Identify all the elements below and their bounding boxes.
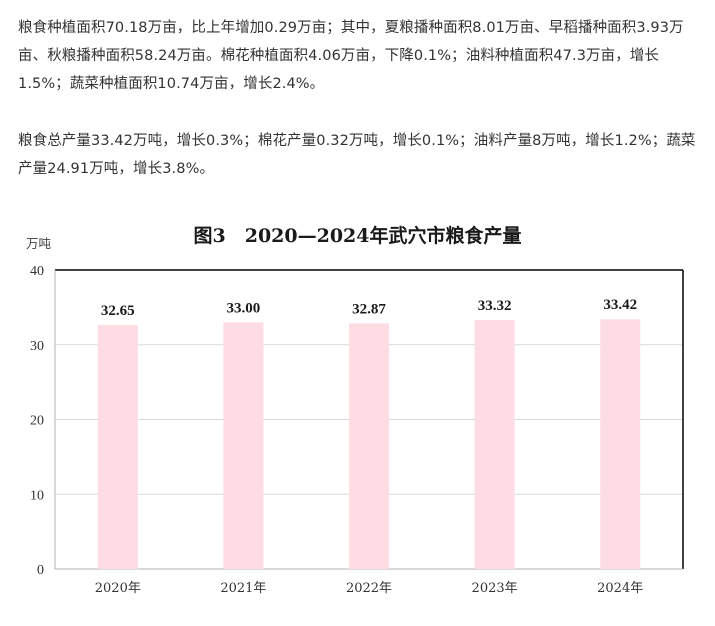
x-tick-label: 2023年 xyxy=(472,581,518,596)
x-tick-label: 2022年 xyxy=(346,581,392,596)
bar xyxy=(600,319,641,569)
bar xyxy=(223,322,264,569)
bar xyxy=(97,324,138,569)
data-label: 32.65 xyxy=(101,303,135,319)
data-label: 33.32 xyxy=(478,298,512,314)
data-label: 33.00 xyxy=(227,300,261,316)
data-label: 32.87 xyxy=(352,301,386,317)
x-tick-label: 2021年 xyxy=(220,581,266,596)
x-tick-label: 2024年 xyxy=(597,581,643,596)
x-tick-label: 2020年 xyxy=(95,581,141,596)
y-tick-label: 20 xyxy=(30,414,44,429)
y-tick-label: 0 xyxy=(37,563,44,578)
bar xyxy=(349,323,389,569)
bar xyxy=(474,319,515,569)
y-tick-label: 40 xyxy=(30,264,44,279)
intro-paragraph-area: 粮食种植面积70.18万亩，比上年增加0.29万亩；其中，夏粮播种面积8.01万… xyxy=(18,20,684,92)
chart-title: 图3 2020—2024年武穴市粮食产量 xyxy=(193,225,522,247)
y-axis-unit: 万吨 xyxy=(26,236,52,251)
data-label: 33.42 xyxy=(603,297,637,313)
intro-paragraph-output: 粮食总产量33.42万吨，增长0.3%；棉花产量0.32万吨，增长0.1%；油料… xyxy=(18,133,696,177)
y-tick-label: 30 xyxy=(30,339,44,354)
y-tick-label: 10 xyxy=(30,488,44,503)
